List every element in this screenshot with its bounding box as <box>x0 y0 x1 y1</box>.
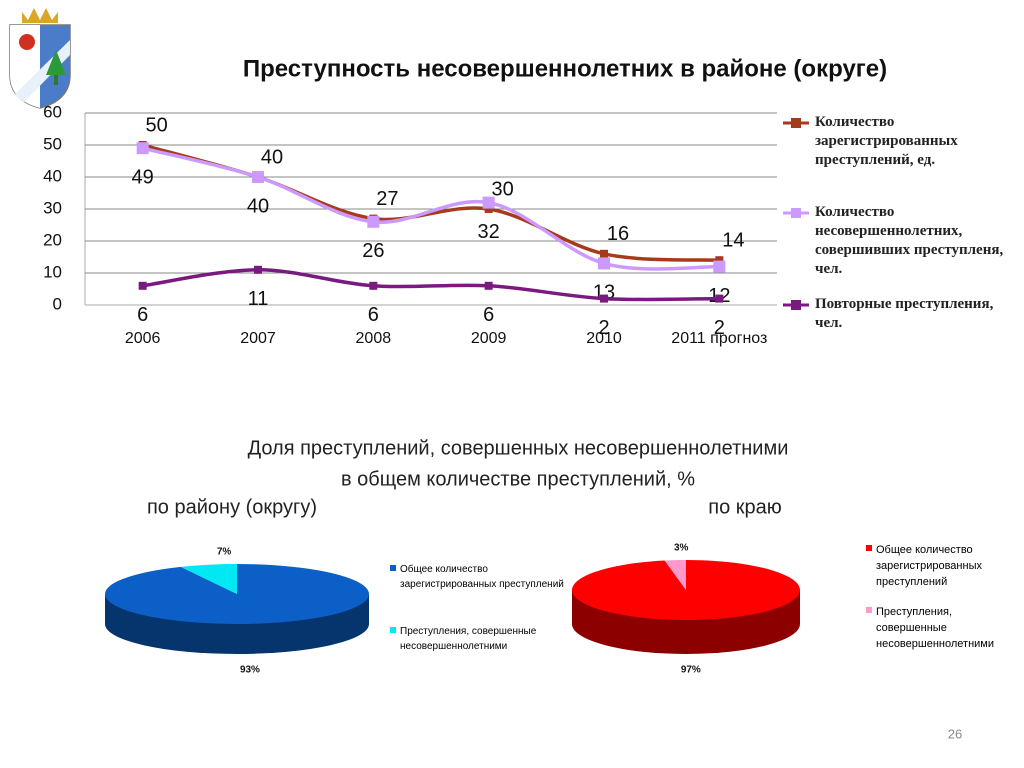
data-label: 26 <box>362 240 384 262</box>
data-label: 30 <box>492 178 514 200</box>
legend-swatch <box>866 545 872 551</box>
series-line <box>142 268 720 302</box>
point-marker <box>252 171 264 183</box>
pies-heading: в общем количестве преступлений, % <box>341 468 695 490</box>
legend-entry: Общее количество зарегистрированных прес… <box>876 544 982 588</box>
legend-swatch <box>791 208 801 218</box>
y-tick-label: 10 <box>43 262 62 281</box>
legend-swatch <box>866 607 872 613</box>
point-marker <box>482 196 495 209</box>
y-tick-label: 60 <box>43 102 62 121</box>
data-label: 40 <box>261 146 283 168</box>
point-marker <box>138 281 147 290</box>
data-label: 11 <box>248 288 269 310</box>
legend-swatch <box>791 118 801 128</box>
point-marker <box>713 260 726 273</box>
point-marker <box>369 281 378 290</box>
legend-swatch <box>791 300 801 310</box>
pie-label: 7% <box>217 547 232 558</box>
x-tick-label: 2008 <box>356 330 392 347</box>
data-label: 49 <box>132 166 154 188</box>
series-line <box>142 146 720 271</box>
data-label: 14 <box>722 229 744 251</box>
point-marker <box>600 249 608 258</box>
pies-heading: Доля преступлений, совершенных несоверше… <box>248 437 789 459</box>
y-tick-label: 50 <box>43 134 62 153</box>
point-marker <box>254 265 262 274</box>
data-label: 16 <box>607 223 629 245</box>
point-marker <box>367 215 380 228</box>
point-marker <box>715 294 724 303</box>
data-label: 6 <box>137 304 148 326</box>
slide-title: Преступность несовершеннолетних в районе… <box>243 55 887 82</box>
page-number: 26 <box>948 726 962 741</box>
pie-slice <box>571 560 800 620</box>
pie-label: 97% <box>681 665 701 676</box>
legend-entry: Повторные преступления, чел. <box>815 296 994 331</box>
data-label: 6 <box>368 304 379 326</box>
y-tick-label: 30 <box>43 198 62 217</box>
x-tick-label: 2011 прогноз <box>671 330 767 347</box>
x-tick-label: 2006 <box>125 330 161 347</box>
data-label: 40 <box>247 195 269 217</box>
legend-swatch <box>390 565 396 571</box>
pie-label: 93% <box>240 665 260 676</box>
legend-entry: Количество зарегистрированных преступлен… <box>815 114 958 168</box>
coat-of-arms <box>9 8 71 109</box>
data-label: 27 <box>376 188 398 210</box>
y-tick-label: 40 <box>43 166 62 185</box>
x-tick-label: 2007 <box>240 330 276 347</box>
legend-entry: Преступления, совершенные несовершенноле… <box>400 626 537 652</box>
x-tick-label: 2009 <box>471 330 507 347</box>
data-label: 6 <box>483 304 494 326</box>
x-tick-label: 2010 <box>586 330 622 347</box>
point-marker <box>598 257 610 270</box>
data-label: 2 <box>598 317 609 339</box>
point-marker <box>600 294 608 303</box>
legend-entry: Преступления, совершенные несовершенноле… <box>876 606 994 650</box>
legend-swatch <box>390 627 396 633</box>
pie-slice <box>104 564 369 625</box>
y-tick-label: 20 <box>43 230 62 249</box>
pie-slice <box>180 564 237 594</box>
pie-subtitle: по району (округу) <box>147 496 317 518</box>
point-marker <box>484 281 493 290</box>
legend-entry: Количество несовершеннолетних, совершивш… <box>815 204 1004 277</box>
data-label: 2 <box>714 317 725 339</box>
point-marker <box>136 142 149 155</box>
point-marker <box>484 205 493 213</box>
pie-label: 3% <box>674 543 689 554</box>
pie-slice <box>664 560 686 590</box>
y-tick-label: 0 <box>53 294 62 313</box>
pie-subtitle: по краю <box>708 496 782 518</box>
legend-entry: Общее количество зарегистрированных прес… <box>400 564 564 590</box>
point-marker <box>715 256 724 265</box>
series-line <box>142 143 720 262</box>
data-label: 50 <box>146 114 168 136</box>
data-label: 32 <box>478 221 500 243</box>
